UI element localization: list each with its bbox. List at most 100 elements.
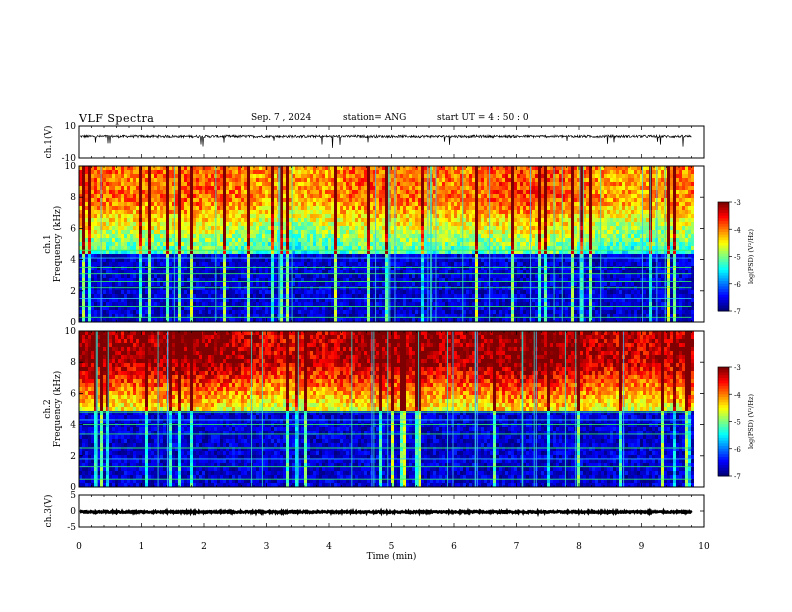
spec-cell xyxy=(199,166,202,170)
spec-cell xyxy=(94,258,97,262)
spec-cell xyxy=(310,238,313,242)
spec-cell xyxy=(172,178,175,182)
spec-cell xyxy=(394,190,397,194)
spec-cell xyxy=(340,242,343,246)
spec-cell xyxy=(124,274,127,278)
spec-cell xyxy=(313,318,316,322)
spec-cell xyxy=(319,182,322,186)
spec-cell xyxy=(442,222,445,226)
spec-cell xyxy=(196,318,199,322)
spec-cell xyxy=(244,190,247,194)
spec-cell xyxy=(367,166,370,170)
spec-cell xyxy=(295,282,298,286)
spec-cell xyxy=(286,174,289,178)
spec-cell xyxy=(157,210,160,214)
spec-cell xyxy=(124,166,127,170)
spec-cell xyxy=(190,310,193,314)
spec-cell xyxy=(409,298,412,302)
spec-cell xyxy=(265,242,268,246)
spec-cell xyxy=(352,186,355,190)
spec-cell xyxy=(451,222,454,226)
spec-cell xyxy=(169,298,172,302)
spec-cell xyxy=(223,318,226,322)
spec-cell xyxy=(148,298,151,302)
spec-cell xyxy=(154,174,157,178)
spec-cell xyxy=(250,250,253,254)
spec-cell xyxy=(187,190,190,194)
spec-cell xyxy=(322,290,325,294)
spec-cell xyxy=(349,198,352,202)
spec-cell xyxy=(217,274,220,278)
spec-cell xyxy=(85,290,88,294)
spec-cell xyxy=(406,166,409,170)
spec-cell xyxy=(124,198,127,202)
spec-cell xyxy=(352,222,355,226)
spec-cell xyxy=(418,178,421,182)
spec-cell xyxy=(193,290,196,294)
spec-cell xyxy=(298,198,301,202)
spec-cell xyxy=(133,254,136,258)
spec-cell xyxy=(256,258,259,262)
spec-cell xyxy=(124,222,127,226)
spec-cell xyxy=(133,294,136,298)
spec-cell xyxy=(217,238,220,242)
spec-cell xyxy=(109,234,112,238)
spec-cell xyxy=(274,262,277,266)
spec-cell xyxy=(163,238,166,242)
spec-cell xyxy=(205,246,208,250)
spec-cell xyxy=(202,270,205,274)
spec-cell xyxy=(379,198,382,202)
spec-cell xyxy=(262,246,265,250)
spec-cell xyxy=(112,318,115,322)
spec-cell xyxy=(370,178,373,182)
spec-cell xyxy=(382,222,385,226)
spec-cell xyxy=(409,266,412,270)
spec-cell xyxy=(196,198,199,202)
spec-cell xyxy=(157,310,160,314)
spec-cell xyxy=(262,298,265,302)
spec-cell xyxy=(247,186,250,190)
spec-cell xyxy=(442,282,445,286)
spec-cell xyxy=(175,242,178,246)
spec-cell xyxy=(184,182,187,186)
spec-cell xyxy=(382,250,385,254)
spec-cell xyxy=(352,254,355,258)
spec-cell xyxy=(259,246,262,250)
spec-cell xyxy=(208,170,211,174)
spec-cell xyxy=(442,274,445,278)
spec-cell xyxy=(361,178,364,182)
spec-cell xyxy=(454,166,457,170)
spec-cell xyxy=(379,262,382,266)
spec-cell xyxy=(355,274,358,278)
spec-cell xyxy=(103,306,106,310)
spec-cell xyxy=(328,210,331,214)
spec-cell xyxy=(322,262,325,266)
spec-cell xyxy=(172,210,175,214)
spec-cell xyxy=(133,178,136,182)
spec-cell xyxy=(400,314,403,318)
spec-cell xyxy=(295,294,298,298)
spec-cell xyxy=(103,290,106,294)
spec-cell xyxy=(337,310,340,314)
spec-cell xyxy=(340,198,343,202)
spec-cell xyxy=(160,294,163,298)
spec-cell xyxy=(85,182,88,186)
spec-cell xyxy=(178,202,181,206)
spec-cell xyxy=(397,206,400,210)
spec-cell xyxy=(82,294,85,298)
spec-cell xyxy=(310,314,313,318)
spec-cell xyxy=(391,194,394,198)
spec-cell xyxy=(379,178,382,182)
spec-cell xyxy=(349,262,352,266)
spec-cell xyxy=(262,274,265,278)
spec-cell xyxy=(271,266,274,270)
spec-cell xyxy=(328,258,331,262)
spec-cell xyxy=(331,226,334,230)
spec-cell xyxy=(427,290,430,294)
spec-cell xyxy=(298,210,301,214)
spec-cell xyxy=(196,314,199,318)
spec-cell xyxy=(271,214,274,218)
spec-cell xyxy=(199,198,202,202)
spec-cell xyxy=(166,282,169,286)
spec-cell xyxy=(253,178,256,182)
